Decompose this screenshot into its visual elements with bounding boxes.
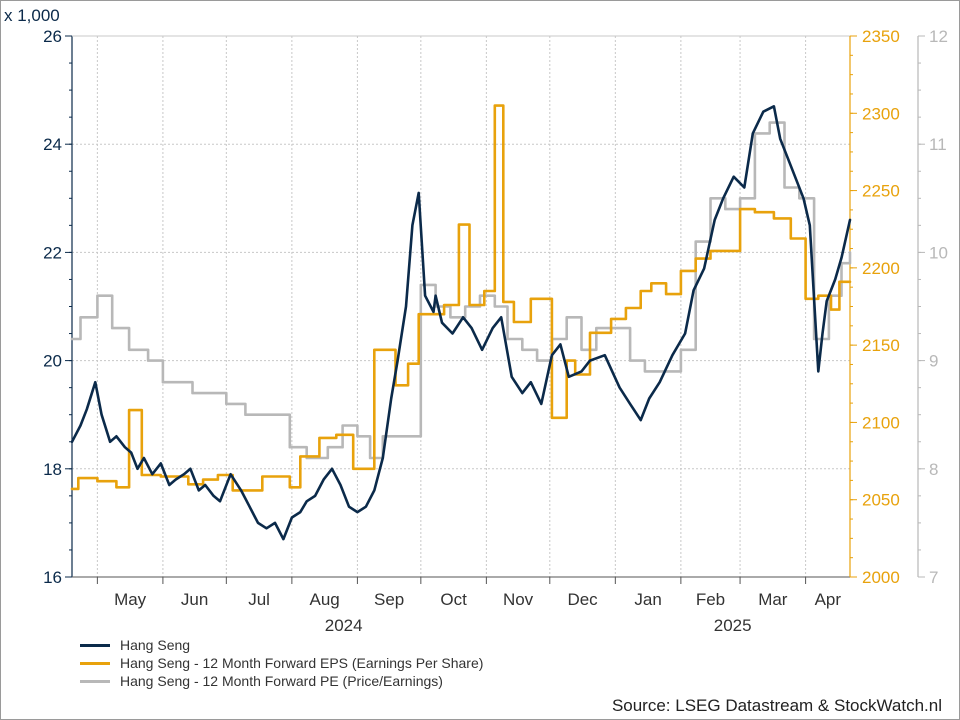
y-tick-label-left: 22 [43, 243, 62, 262]
x-tick-label-month: Jul [248, 590, 270, 609]
x-tick-label-month: Dec [567, 590, 598, 609]
y-tick-label-right-eps: 2000 [862, 568, 900, 587]
legend-swatch-hang-seng [80, 643, 110, 647]
tick-labels: 16 18 20 22 24 26 2000 2050 2100 2150 2200 2250 2300… [43, 27, 948, 635]
series-line-pe [70, 121, 852, 460]
multiplier-label: x 1,000 [4, 6, 60, 25]
y-tick-label-left: 16 [43, 568, 62, 587]
series-line-eps [70, 104, 852, 492]
y-tick-label-left: 20 [43, 352, 62, 371]
legend-item-pe: Hang Seng - 12 Month Forward PE (Price/E… [80, 672, 483, 690]
x-tick-label-month: Nov [503, 590, 534, 609]
legend: Hang Seng Hang Seng - 12 Month Forward E… [80, 636, 483, 690]
series-lines [70, 104, 852, 541]
y-tick-label-right-eps: 2300 [862, 104, 900, 123]
x-tick-label-year: 2025 [714, 616, 752, 635]
y-tick-label-right-pe: 7 [929, 568, 938, 587]
x-tick-label-month: Sep [374, 590, 404, 609]
x-tick-label-year: 2024 [325, 616, 363, 635]
legend-swatch-eps [80, 661, 110, 665]
y-tick-label-right-eps: 2350 [862, 27, 900, 46]
y-tick-label-right-pe: 10 [929, 243, 948, 262]
y-tick-label-left: 24 [43, 135, 62, 154]
axes [65, 35, 925, 584]
y-tick-label-right-pe: 11 [929, 135, 947, 154]
x-tick-label-month: Oct [440, 590, 467, 609]
x-tick-label-month: Apr [815, 590, 842, 609]
y-tick-label-right-eps: 2100 [862, 413, 900, 432]
y-tick-label-right-pe: 12 [929, 27, 948, 46]
y-tick-label-right-pe: 8 [929, 460, 938, 479]
x-tick-label-month: Mar [758, 590, 788, 609]
x-tick-label-month: May [114, 590, 147, 609]
y-tick-label-right-eps: 2250 [862, 182, 900, 201]
series-line-hang-seng [70, 105, 852, 541]
x-tick-label-month: Feb [696, 590, 725, 609]
legend-label: Hang Seng - 12 Month Forward PE (Price/E… [120, 673, 443, 689]
legend-label: Hang Seng [120, 637, 191, 653]
y-tick-label-right-pe: 9 [929, 352, 938, 371]
legend-label: Hang Seng - 12 Month Forward EPS (Earnin… [120, 655, 484, 671]
source-note: Source: LSEG Datastream & StockWatch.nl [611, 696, 942, 715]
y-tick-label-right-eps: 2200 [862, 259, 900, 278]
legend-item-hang-seng: Hang Seng [80, 636, 483, 654]
legend-item-eps: Hang Seng - 12 Month Forward EPS (Earnin… [80, 654, 483, 672]
x-tick-label-month: Jan [634, 590, 661, 609]
y-tick-label-left: 26 [43, 27, 62, 46]
y-tick-label-right-eps: 2050 [862, 491, 900, 510]
gridlines [72, 35, 850, 578]
x-tick-label-month: Aug [310, 590, 340, 609]
legend-swatch-pe [80, 679, 110, 683]
y-tick-label-left: 18 [43, 460, 62, 479]
x-tick-label-month: Jun [181, 590, 208, 609]
y-tick-label-right-eps: 2150 [862, 336, 900, 355]
